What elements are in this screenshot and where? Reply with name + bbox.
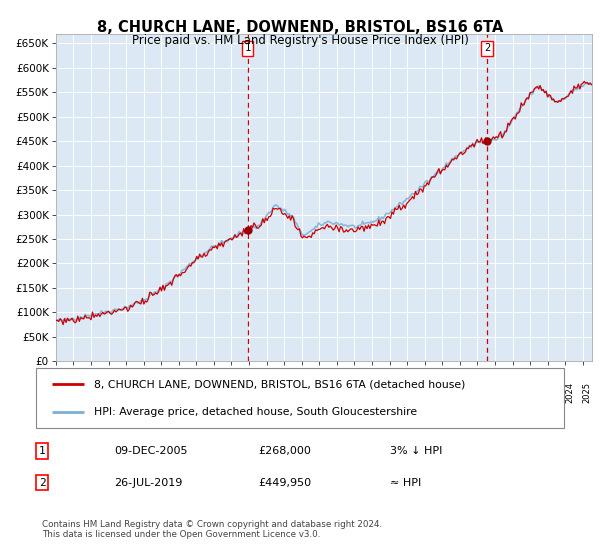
Text: Contains HM Land Registry data © Crown copyright and database right 2024.
This d: Contains HM Land Registry data © Crown c… xyxy=(42,520,382,539)
Text: 2002: 2002 xyxy=(179,382,188,404)
Text: 2006: 2006 xyxy=(249,382,258,404)
Text: HPI: Average price, detached house, South Gloucestershire: HPI: Average price, detached house, Sout… xyxy=(94,407,417,417)
Text: 2013: 2013 xyxy=(372,382,381,404)
Text: 2011: 2011 xyxy=(337,382,346,404)
Text: 1997: 1997 xyxy=(91,382,100,404)
Text: 2008: 2008 xyxy=(284,382,293,404)
Text: 2007: 2007 xyxy=(266,382,275,404)
Text: 1999: 1999 xyxy=(126,382,135,404)
Text: 2018: 2018 xyxy=(460,382,469,404)
Text: 8, CHURCH LANE, DOWNEND, BRISTOL, BS16 6TA: 8, CHURCH LANE, DOWNEND, BRISTOL, BS16 6… xyxy=(97,20,503,35)
Text: 2010: 2010 xyxy=(319,382,328,404)
Text: 2019: 2019 xyxy=(478,382,487,404)
Text: 2017: 2017 xyxy=(442,382,451,404)
Text: Price paid vs. HM Land Registry's House Price Index (HPI): Price paid vs. HM Land Registry's House … xyxy=(131,34,469,46)
Text: 2005: 2005 xyxy=(232,382,241,404)
Text: 2023: 2023 xyxy=(548,382,557,404)
Text: 2020: 2020 xyxy=(495,382,504,404)
Text: 2004: 2004 xyxy=(214,382,223,404)
Text: 1: 1 xyxy=(38,446,46,456)
FancyBboxPatch shape xyxy=(36,368,564,428)
Text: 2: 2 xyxy=(38,478,46,488)
Text: 1996: 1996 xyxy=(73,382,82,404)
Text: 1995: 1995 xyxy=(56,382,65,404)
Text: 2012: 2012 xyxy=(355,382,364,404)
Text: 2003: 2003 xyxy=(196,382,205,404)
Text: 2014: 2014 xyxy=(389,382,398,404)
Text: 2: 2 xyxy=(484,44,490,53)
Text: 2015: 2015 xyxy=(407,382,416,404)
Text: 2025: 2025 xyxy=(583,382,592,404)
Text: 2009: 2009 xyxy=(302,382,311,404)
Text: 1: 1 xyxy=(244,44,251,53)
Text: 2022: 2022 xyxy=(530,382,539,404)
Text: 2001: 2001 xyxy=(161,382,170,404)
Text: 26-JUL-2019: 26-JUL-2019 xyxy=(114,478,182,488)
Text: ≈ HPI: ≈ HPI xyxy=(390,478,421,488)
Text: £268,000: £268,000 xyxy=(258,446,311,456)
Text: 1998: 1998 xyxy=(109,382,118,404)
Text: 3% ↓ HPI: 3% ↓ HPI xyxy=(390,446,442,456)
Text: 2024: 2024 xyxy=(565,382,574,404)
Text: £449,950: £449,950 xyxy=(258,478,311,488)
Text: 09-DEC-2005: 09-DEC-2005 xyxy=(114,446,187,456)
Text: 8, CHURCH LANE, DOWNEND, BRISTOL, BS16 6TA (detached house): 8, CHURCH LANE, DOWNEND, BRISTOL, BS16 6… xyxy=(94,379,466,389)
Text: 2021: 2021 xyxy=(512,382,521,404)
Text: 2000: 2000 xyxy=(143,382,152,404)
Text: 2016: 2016 xyxy=(425,382,434,404)
